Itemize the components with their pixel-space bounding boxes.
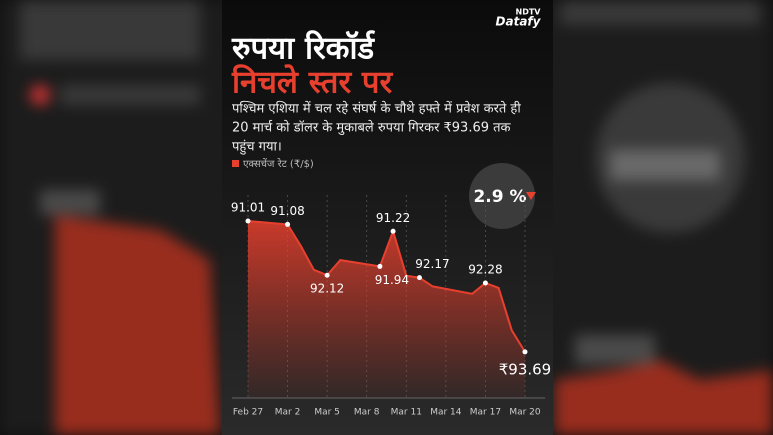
down-arrow — [526, 192, 536, 200]
logo: Datafy — [496, 15, 542, 29]
x-tick-label: Mar 11 — [391, 408, 422, 418]
x-tick-label: Mar 14 — [430, 408, 462, 418]
data-label: 92.28 — [468, 263, 502, 277]
data-label: 92.12 — [310, 282, 344, 296]
data-label: 91.22 — [376, 211, 410, 225]
subtitle: 20 मार्च को डॉलर के मुकाबले रुपया गिरकर … — [232, 120, 512, 136]
area — [248, 221, 525, 398]
point — [416, 275, 422, 281]
x-tick-label: Mar 8 — [354, 408, 380, 418]
badge-text: 2.9 % — [473, 187, 526, 207]
point — [285, 221, 291, 227]
x-tick-label: Mar 5 — [314, 408, 340, 418]
point — [324, 272, 330, 278]
subtitle: पश्चिम एशिया में चल रहे संघर्ष के चौथे ह… — [232, 101, 521, 117]
x-tick-label: Mar 2 — [275, 408, 301, 418]
badge — [469, 163, 535, 229]
legend-label: एक्सचेंज रेट (₹/$) — [243, 158, 314, 170]
line — [247, 220, 526, 353]
point — [390, 228, 396, 234]
point — [377, 263, 383, 269]
data-label: 91.01 — [231, 201, 265, 215]
data-label: ₹93.69 — [499, 360, 552, 378]
data-label: 92.17 — [415, 257, 449, 271]
x-tick-label: Mar 20 — [509, 408, 541, 418]
legend-swatch — [232, 160, 239, 167]
chart-title-highlight: निचले स्तर पर — [231, 64, 394, 101]
logo-top: NDTV — [516, 8, 542, 17]
subtitle: पहुंच गया। — [232, 140, 282, 156]
x-tick-label: Mar 17 — [470, 408, 501, 418]
chart-title: रुपया रिकॉर्ड — [231, 30, 375, 67]
point — [245, 218, 251, 224]
point — [482, 280, 488, 286]
point — [522, 349, 528, 355]
data-label: 91.94 — [375, 273, 409, 287]
data-label: 91.08 — [270, 204, 304, 218]
x-tick-label: Feb 27 — [233, 408, 263, 418]
